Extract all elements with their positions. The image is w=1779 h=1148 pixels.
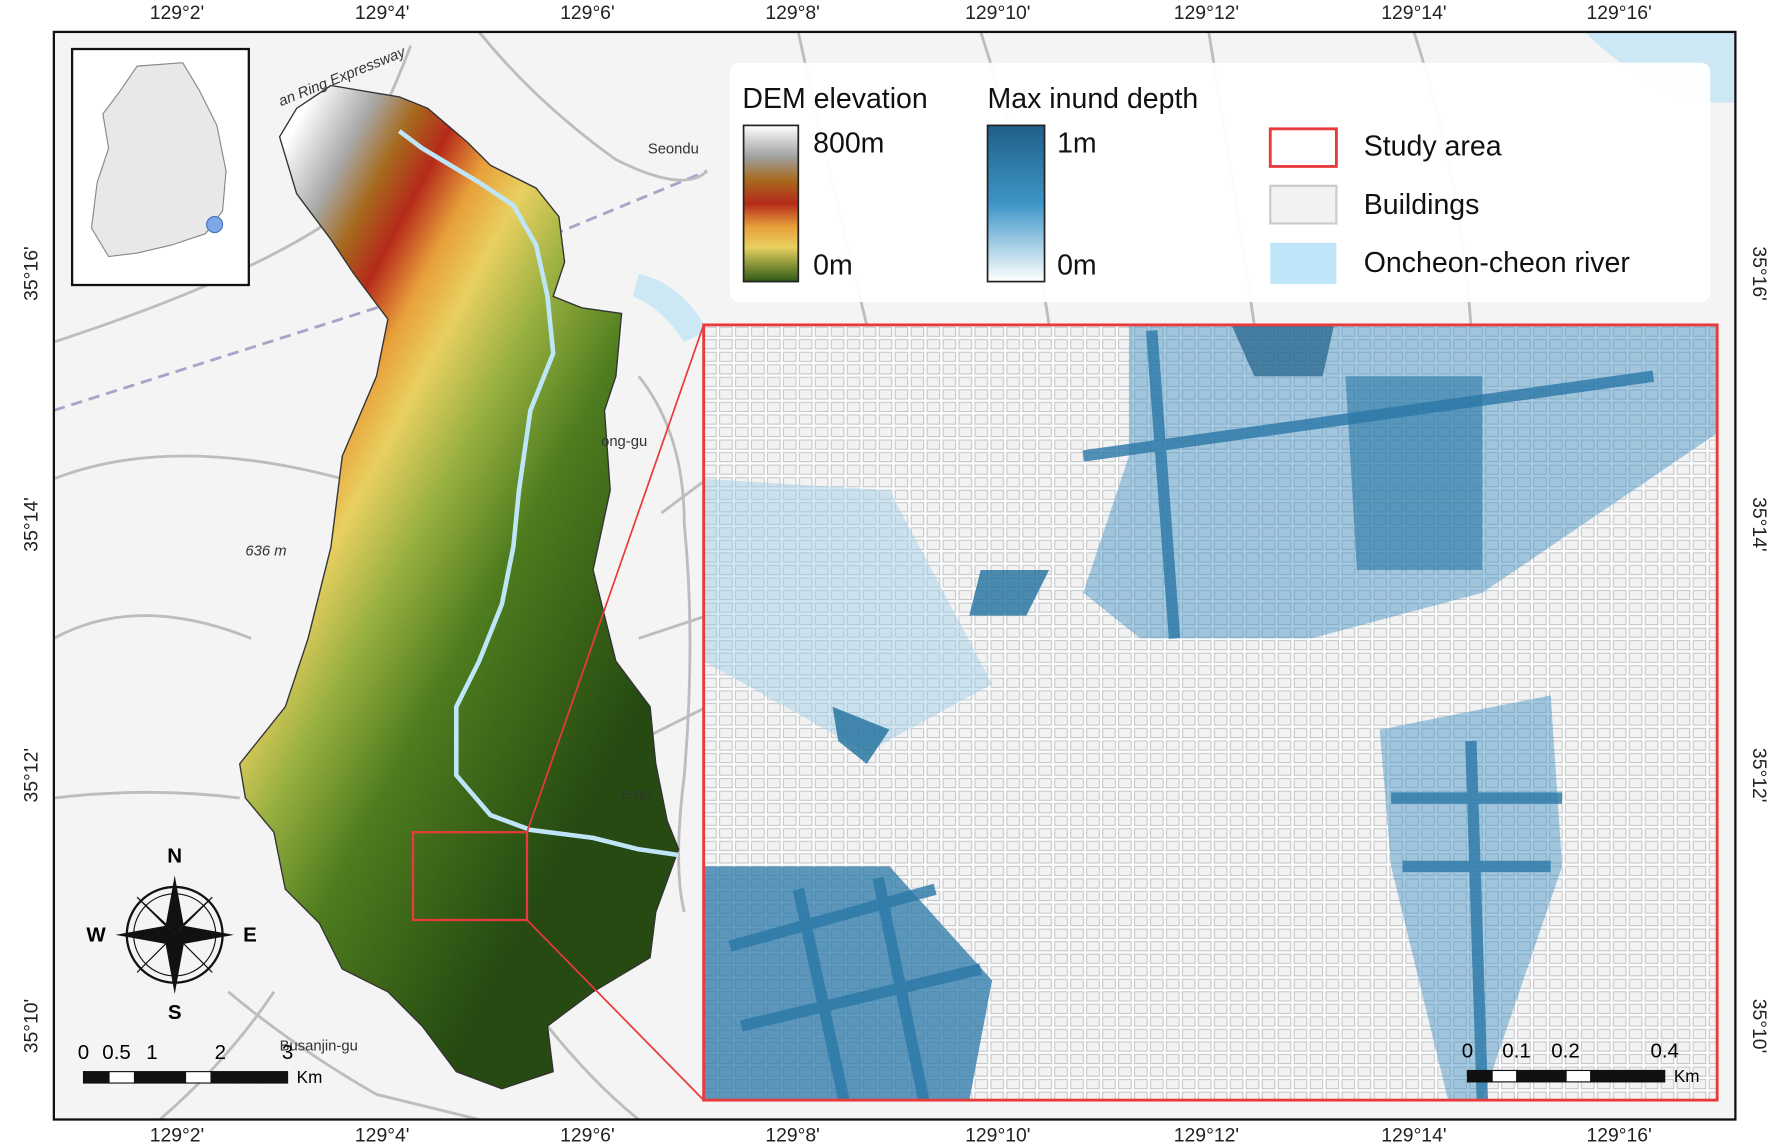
legend-title: Max inund depth bbox=[988, 83, 1199, 115]
latitude-label: 35°16' bbox=[20, 246, 42, 301]
scale-bar-segment bbox=[108, 1071, 136, 1084]
detail-panel bbox=[703, 324, 1718, 1101]
compass-needle bbox=[115, 925, 175, 944]
legend-swatch bbox=[1270, 242, 1337, 284]
place-label: Busanjin-gu bbox=[280, 1038, 358, 1054]
longitude-label: 129°8' bbox=[765, 2, 820, 24]
river bbox=[397, 129, 679, 858]
compass-center bbox=[167, 927, 182, 942]
map-frame bbox=[52, 30, 1737, 1121]
scale-bar-segment bbox=[1491, 1069, 1518, 1083]
dem-colorbar bbox=[742, 124, 800, 283]
place-label: ong-gu bbox=[601, 434, 647, 450]
legend-item: Buildings bbox=[1364, 189, 1480, 221]
scale-bar-unit: Km bbox=[1674, 1067, 1700, 1086]
latitude-label: 35°14' bbox=[1748, 497, 1770, 552]
legend-item: Study area bbox=[1364, 131, 1502, 163]
longitude-label: 129°2' bbox=[150, 1125, 205, 1147]
study-area-box bbox=[411, 831, 529, 922]
legend-swatch bbox=[1269, 184, 1338, 225]
scale-bar-label: 3 bbox=[282, 1041, 293, 1064]
legend-title: DEM elevation bbox=[742, 83, 927, 115]
longitude-label: 129°4' bbox=[355, 1125, 410, 1147]
compass-label: W bbox=[86, 923, 106, 946]
compass: N S W E bbox=[86, 845, 256, 1024]
longitude-label: 129°6' bbox=[560, 1125, 615, 1147]
scale-bar-label: 0.4 bbox=[1650, 1040, 1679, 1063]
scale-bar-segment bbox=[1466, 1069, 1493, 1083]
compass-needle bbox=[165, 875, 184, 935]
korea bbox=[90, 62, 227, 258]
scale-bar-segment bbox=[1639, 1069, 1666, 1083]
scale-bar-segment bbox=[82, 1071, 110, 1084]
latitude-label: 35°10' bbox=[1748, 999, 1770, 1054]
compass-label: N bbox=[167, 845, 182, 868]
zoom-line bbox=[526, 324, 705, 833]
latitude-label: 35°10' bbox=[20, 999, 42, 1054]
longitude-label: 129°12' bbox=[1174, 1125, 1239, 1147]
scale-bar-label: 0 bbox=[1462, 1040, 1473, 1063]
scale-bar-segment bbox=[261, 1071, 289, 1084]
longitude-label: 129°4' bbox=[355, 2, 410, 24]
scale-bar-label: 0.2 bbox=[1551, 1040, 1580, 1063]
scale-bar-label: 1 bbox=[146, 1041, 157, 1064]
scale-bar-segment bbox=[1516, 1069, 1543, 1083]
longitude-label: 129°16' bbox=[1586, 2, 1651, 24]
compass-label: S bbox=[168, 1001, 182, 1024]
scale-bar-unit: Km bbox=[297, 1068, 323, 1087]
longitude-label: 129°6' bbox=[560, 2, 615, 24]
latitude-label: 35°14' bbox=[20, 497, 42, 552]
detail-panel-border bbox=[702, 323, 1719, 1102]
latitude-label: 35°16' bbox=[1748, 246, 1770, 301]
compass-needle bbox=[165, 934, 184, 995]
zoom-line bbox=[526, 919, 705, 1101]
longitude-label: 129°2' bbox=[150, 2, 205, 24]
location-marker bbox=[206, 216, 224, 234]
legend-min: 0m bbox=[1057, 249, 1097, 281]
compass-label: E bbox=[243, 923, 257, 946]
longitude-label: 129°16' bbox=[1586, 1125, 1651, 1147]
scale-bar-segment bbox=[159, 1071, 187, 1084]
scale-bar-segment bbox=[1565, 1069, 1592, 1083]
longitude-label: 129°8' bbox=[765, 1125, 820, 1147]
place-label: Seondu bbox=[648, 141, 699, 157]
scale-bar-label: 2 bbox=[215, 1041, 226, 1064]
longitude-label: 129°10' bbox=[965, 1125, 1030, 1147]
scale-bar-segment bbox=[1590, 1069, 1616, 1083]
legend-background bbox=[729, 62, 1711, 303]
longitude-label: 129°14' bbox=[1381, 2, 1446, 24]
inundation-colorbar bbox=[986, 124, 1046, 283]
longitude-label: 129°14' bbox=[1381, 1125, 1446, 1147]
flooded-streets bbox=[728, 330, 1655, 1101]
legend-max: 800m bbox=[813, 127, 884, 159]
water bbox=[632, 273, 708, 343]
scale-bar-segment bbox=[133, 1071, 161, 1084]
legend-min: 0m bbox=[813, 249, 853, 281]
scale-bar-label: 0 bbox=[78, 1041, 89, 1064]
legend-max: 1m bbox=[1057, 127, 1097, 159]
watershed-dem bbox=[238, 84, 680, 1090]
place-label: 636 m bbox=[245, 544, 286, 560]
legend-swatch bbox=[1268, 127, 1338, 168]
scale-bar-segment bbox=[184, 1071, 212, 1084]
scale-bar-label: 0.1 bbox=[1502, 1040, 1531, 1063]
scale-bar-label: 0.5 bbox=[102, 1041, 131, 1064]
longitude-label: 129°12' bbox=[1174, 2, 1239, 24]
place-label: e-gu bbox=[622, 787, 652, 803]
longitude-label: 129°10' bbox=[965, 2, 1030, 24]
legend-item: Oncheon-cheon river bbox=[1364, 247, 1631, 279]
latitude-label: 35°12' bbox=[20, 748, 42, 803]
scale-bar-segment bbox=[1540, 1069, 1567, 1083]
scale-bar-segment bbox=[235, 1071, 263, 1084]
scale-bar-segment bbox=[210, 1071, 238, 1084]
inset-map bbox=[70, 47, 250, 287]
scale-bar-segment bbox=[1614, 1069, 1641, 1083]
latitude-label: 35°12' bbox=[1748, 748, 1770, 803]
compass-needle bbox=[174, 925, 234, 944]
